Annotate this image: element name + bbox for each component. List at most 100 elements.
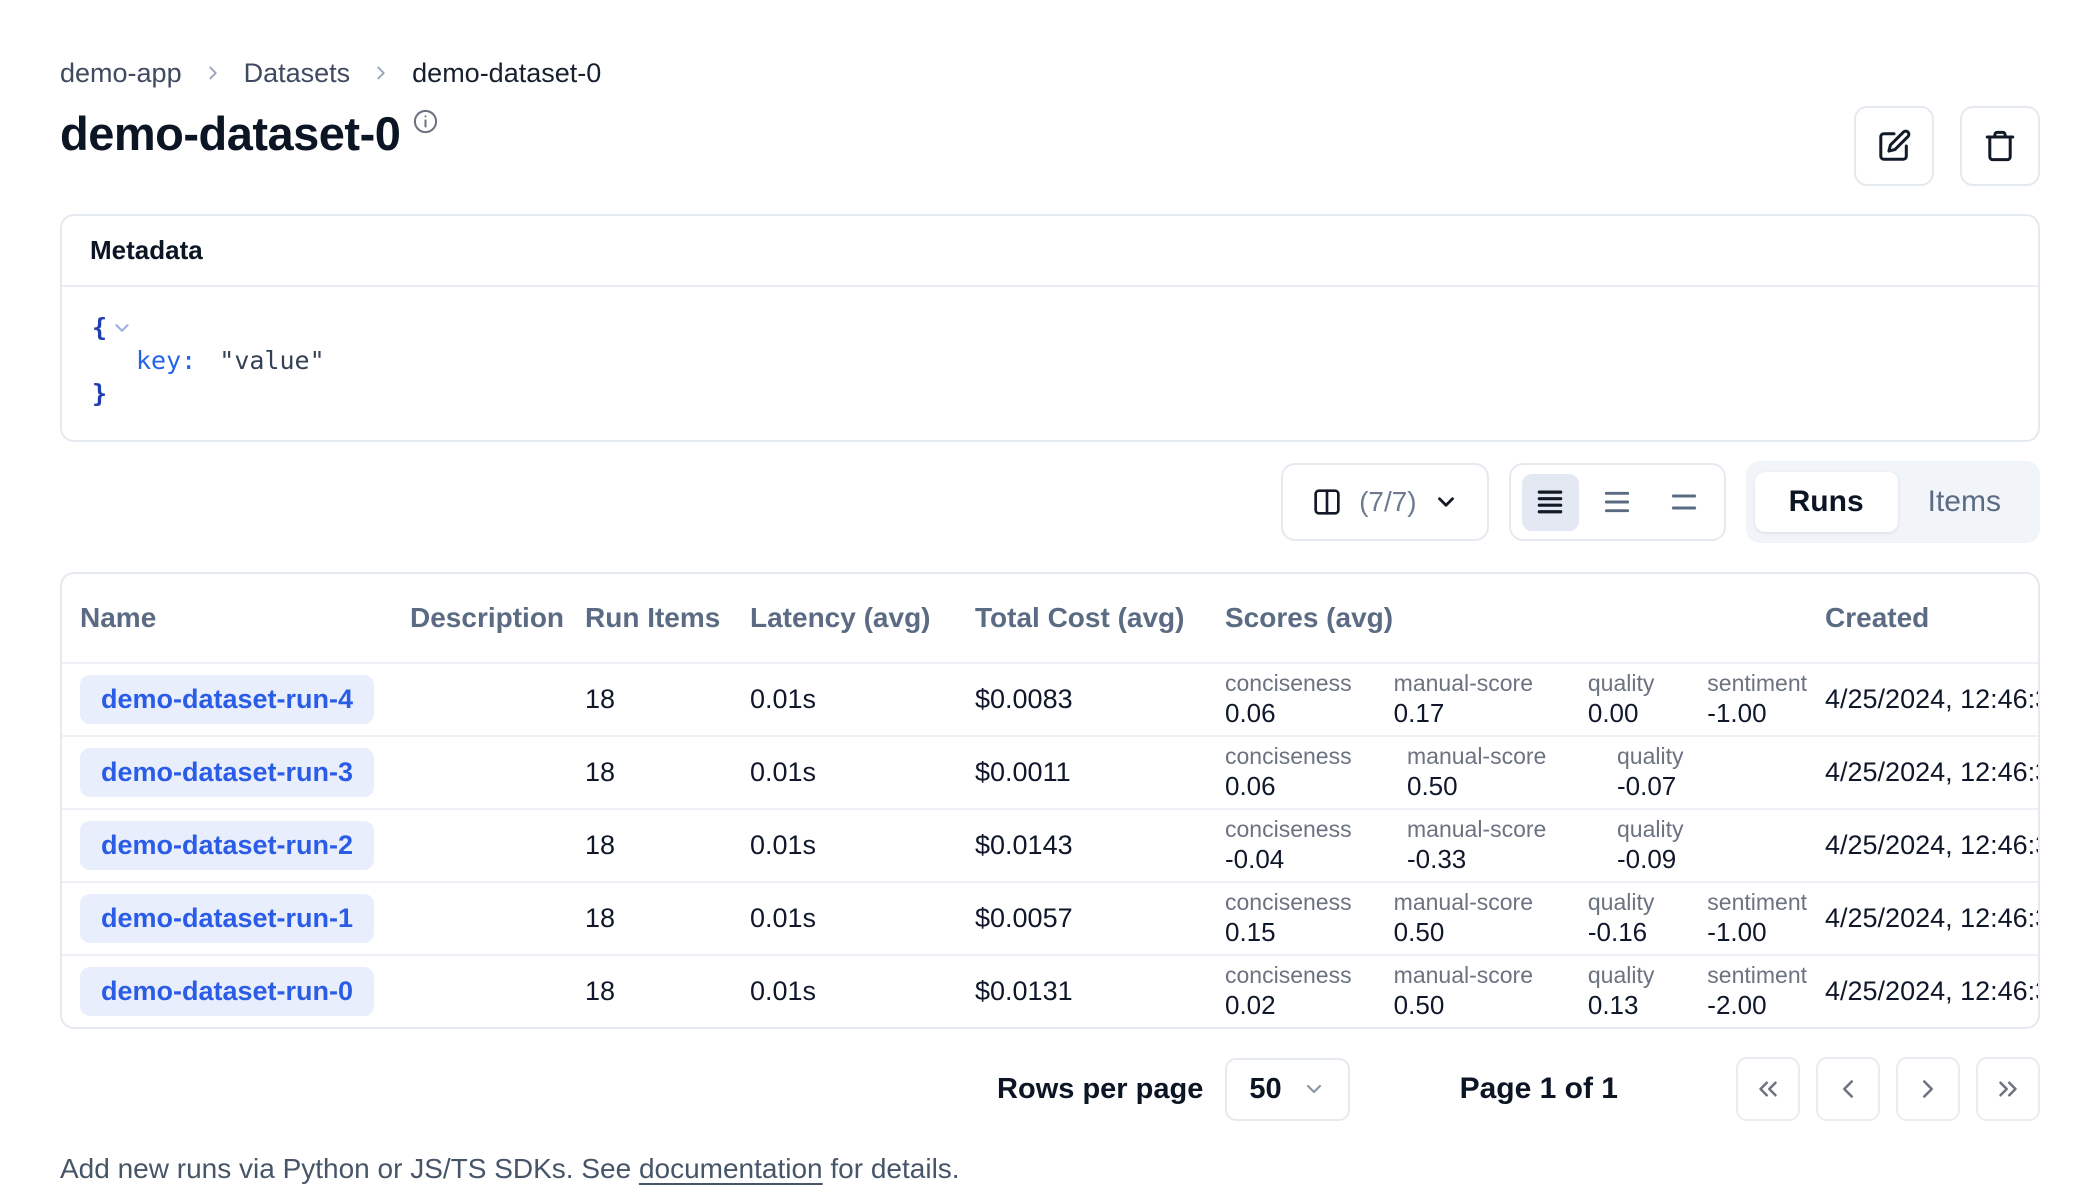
sdk-hint-text-after: for details. — [822, 1153, 960, 1184]
run-name-link[interactable]: demo-dataset-run-3 — [80, 748, 375, 797]
column-header-latency: Latency (avg) — [750, 602, 931, 633]
page-title: demo-dataset-0 — [60, 107, 401, 160]
row-height-toggle-group — [1508, 463, 1726, 541]
score-item: quality -0.09 — [1617, 816, 1715, 875]
score-label: sentiment — [1707, 670, 1807, 696]
delete-dataset-button[interactable] — [1960, 106, 2040, 186]
run-name-link[interactable]: demo-dataset-run-0 — [80, 967, 375, 1016]
created-cell: 4/25/2024, 12:46:38 PM — [1825, 976, 2038, 1006]
scores-cell: conciseness 0.06 manual-score 0.17 quality 0.… — [1207, 664, 1807, 735]
score-value: -0.09 — [1617, 844, 1677, 874]
breadcrumb-project[interactable]: demo-app — [60, 57, 182, 88]
previous-page-button[interactable] — [1816, 1057, 1880, 1121]
created-cell: 4/25/2024, 12:46:38 PM — [1825, 684, 2038, 714]
latency-cell: 0.01s — [750, 976, 817, 1006]
row-height-large-button[interactable] — [1656, 474, 1713, 531]
edit-icon — [1876, 128, 1912, 164]
chevron-right-icon — [1913, 1074, 1943, 1104]
created-cell: 4/25/2024, 12:46:38 PM — [1825, 903, 2038, 933]
score-value: 0.00 — [1587, 698, 1639, 728]
rows-medium-icon — [1601, 486, 1633, 518]
rows-per-page-select[interactable]: 50 — [1225, 1057, 1350, 1121]
rows-per-page-value: 50 — [1249, 1072, 1282, 1105]
run-items-cell: 18 — [585, 830, 616, 860]
score-item: manual-score 0.50 — [1394, 962, 1558, 1021]
run-name-link[interactable]: demo-dataset-run-4 — [80, 675, 375, 724]
rows-dense-icon — [1534, 486, 1566, 518]
run-items-cell: 18 — [585, 903, 616, 933]
score-item: manual-score -0.33 — [1407, 816, 1587, 875]
run-name-link[interactable]: demo-dataset-run-1 — [80, 894, 375, 943]
score-item: quality -0.07 — [1617, 743, 1715, 802]
runs-table: Name Description Run Items Latency (avg)… — [60, 572, 2040, 1029]
chevron-down-icon[interactable] — [111, 317, 133, 339]
score-item: manual-score 0.50 — [1394, 889, 1558, 948]
run-name-link[interactable]: demo-dataset-run-2 — [80, 821, 375, 870]
score-item: sentiment -1.00 — [1707, 670, 1807, 729]
score-value: -1.00 — [1707, 917, 1767, 947]
score-label: quality — [1587, 962, 1655, 988]
total-cost-cell: $0.0057 — [975, 903, 1073, 933]
json-open-brace: { — [92, 313, 108, 342]
score-item: conciseness 0.15 — [1225, 889, 1364, 948]
pagination-bar: Rows per page 50 Page 1 of 1 — [60, 1055, 2040, 1123]
breadcrumb-current[interactable]: demo-dataset-0 — [412, 57, 602, 88]
scores-cell: conciseness 0.06 manual-score 0.50 quality -0… — [1207, 737, 1807, 808]
total-cost-cell: $0.0131 — [975, 976, 1073, 1006]
metadata-card: Metadata { key: "value" } — [60, 214, 2040, 442]
chevrons-right-icon — [1993, 1074, 2023, 1104]
created-cell: 4/25/2024, 12:46:38 PM — [1825, 830, 2038, 860]
score-item: quality -0.16 — [1588, 889, 1677, 948]
info-icon[interactable] — [412, 108, 439, 140]
score-label: manual-score — [1393, 889, 1534, 915]
last-page-button[interactable] — [1976, 1057, 2040, 1121]
tab-items[interactable]: Items — [1898, 472, 2031, 532]
runs-items-tabs: Runs Items — [1745, 461, 2040, 543]
rows-per-page-label: Rows per page — [997, 1072, 1204, 1105]
chevron-left-icon — [1833, 1074, 1863, 1104]
score-label: manual-score — [1407, 816, 1547, 842]
metadata-json-viewer: { key: "value" } — [62, 287, 2038, 440]
score-value: 0.13 — [1587, 990, 1639, 1020]
breadcrumb-datasets[interactable]: Datasets — [243, 57, 351, 88]
score-label: manual-score — [1407, 743, 1547, 769]
title-row: demo-dataset-0 — [60, 106, 2040, 190]
row-height-medium-button[interactable] — [1589, 474, 1646, 531]
table-row: demo-dataset-run-3 18 0.01s $0.0011 conc… — [62, 735, 2038, 808]
first-page-button[interactable] — [1736, 1057, 1800, 1121]
run-items-cell: 18 — [585, 757, 616, 787]
metadata-card-title: Metadata — [62, 216, 2038, 287]
run-items-cell: 18 — [585, 684, 616, 714]
latency-cell: 0.01s — [750, 903, 817, 933]
score-label: manual-score — [1393, 670, 1534, 696]
score-label: conciseness — [1225, 670, 1352, 696]
chevron-right-icon — [202, 62, 224, 84]
total-cost-cell: $0.0143 — [975, 830, 1073, 860]
score-value: 0.17 — [1393, 698, 1445, 728]
score-label: quality — [1587, 670, 1655, 696]
score-label: quality — [1587, 889, 1655, 915]
edit-dataset-button[interactable] — [1854, 106, 1934, 186]
column-header-scores: Scores (avg) — [1225, 602, 1394, 633]
next-page-button[interactable] — [1896, 1057, 1960, 1121]
tab-runs[interactable]: Runs — [1754, 472, 1898, 532]
scores-cell: conciseness 0.02 manual-score 0.50 quality 0.… — [1207, 956, 1807, 1027]
score-label: quality — [1617, 816, 1684, 842]
total-cost-cell: $0.0083 — [975, 684, 1073, 714]
column-header-run-items: Run Items — [585, 602, 721, 633]
score-label: manual-score — [1393, 962, 1534, 988]
column-header-description: Description — [410, 602, 565, 633]
json-key: key: — [136, 346, 197, 375]
score-value: -0.07 — [1617, 771, 1677, 801]
column-visibility-button[interactable]: (7/7) — [1281, 463, 1489, 541]
column-header-total-cost: Total Cost (avg) — [975, 602, 1185, 633]
documentation-link[interactable]: documentation — [638, 1153, 823, 1184]
score-item: quality 0.00 — [1588, 670, 1677, 729]
row-height-small-button[interactable] — [1521, 473, 1579, 531]
score-value: 0.02 — [1225, 990, 1276, 1020]
score-item: conciseness 0.06 — [1225, 743, 1377, 802]
score-value: 0.50 — [1393, 917, 1445, 947]
table-row: demo-dataset-run-4 18 0.01s $0.0083 conc… — [62, 662, 2038, 735]
chevron-down-icon — [1433, 489, 1459, 515]
chevron-right-icon — [370, 62, 392, 84]
